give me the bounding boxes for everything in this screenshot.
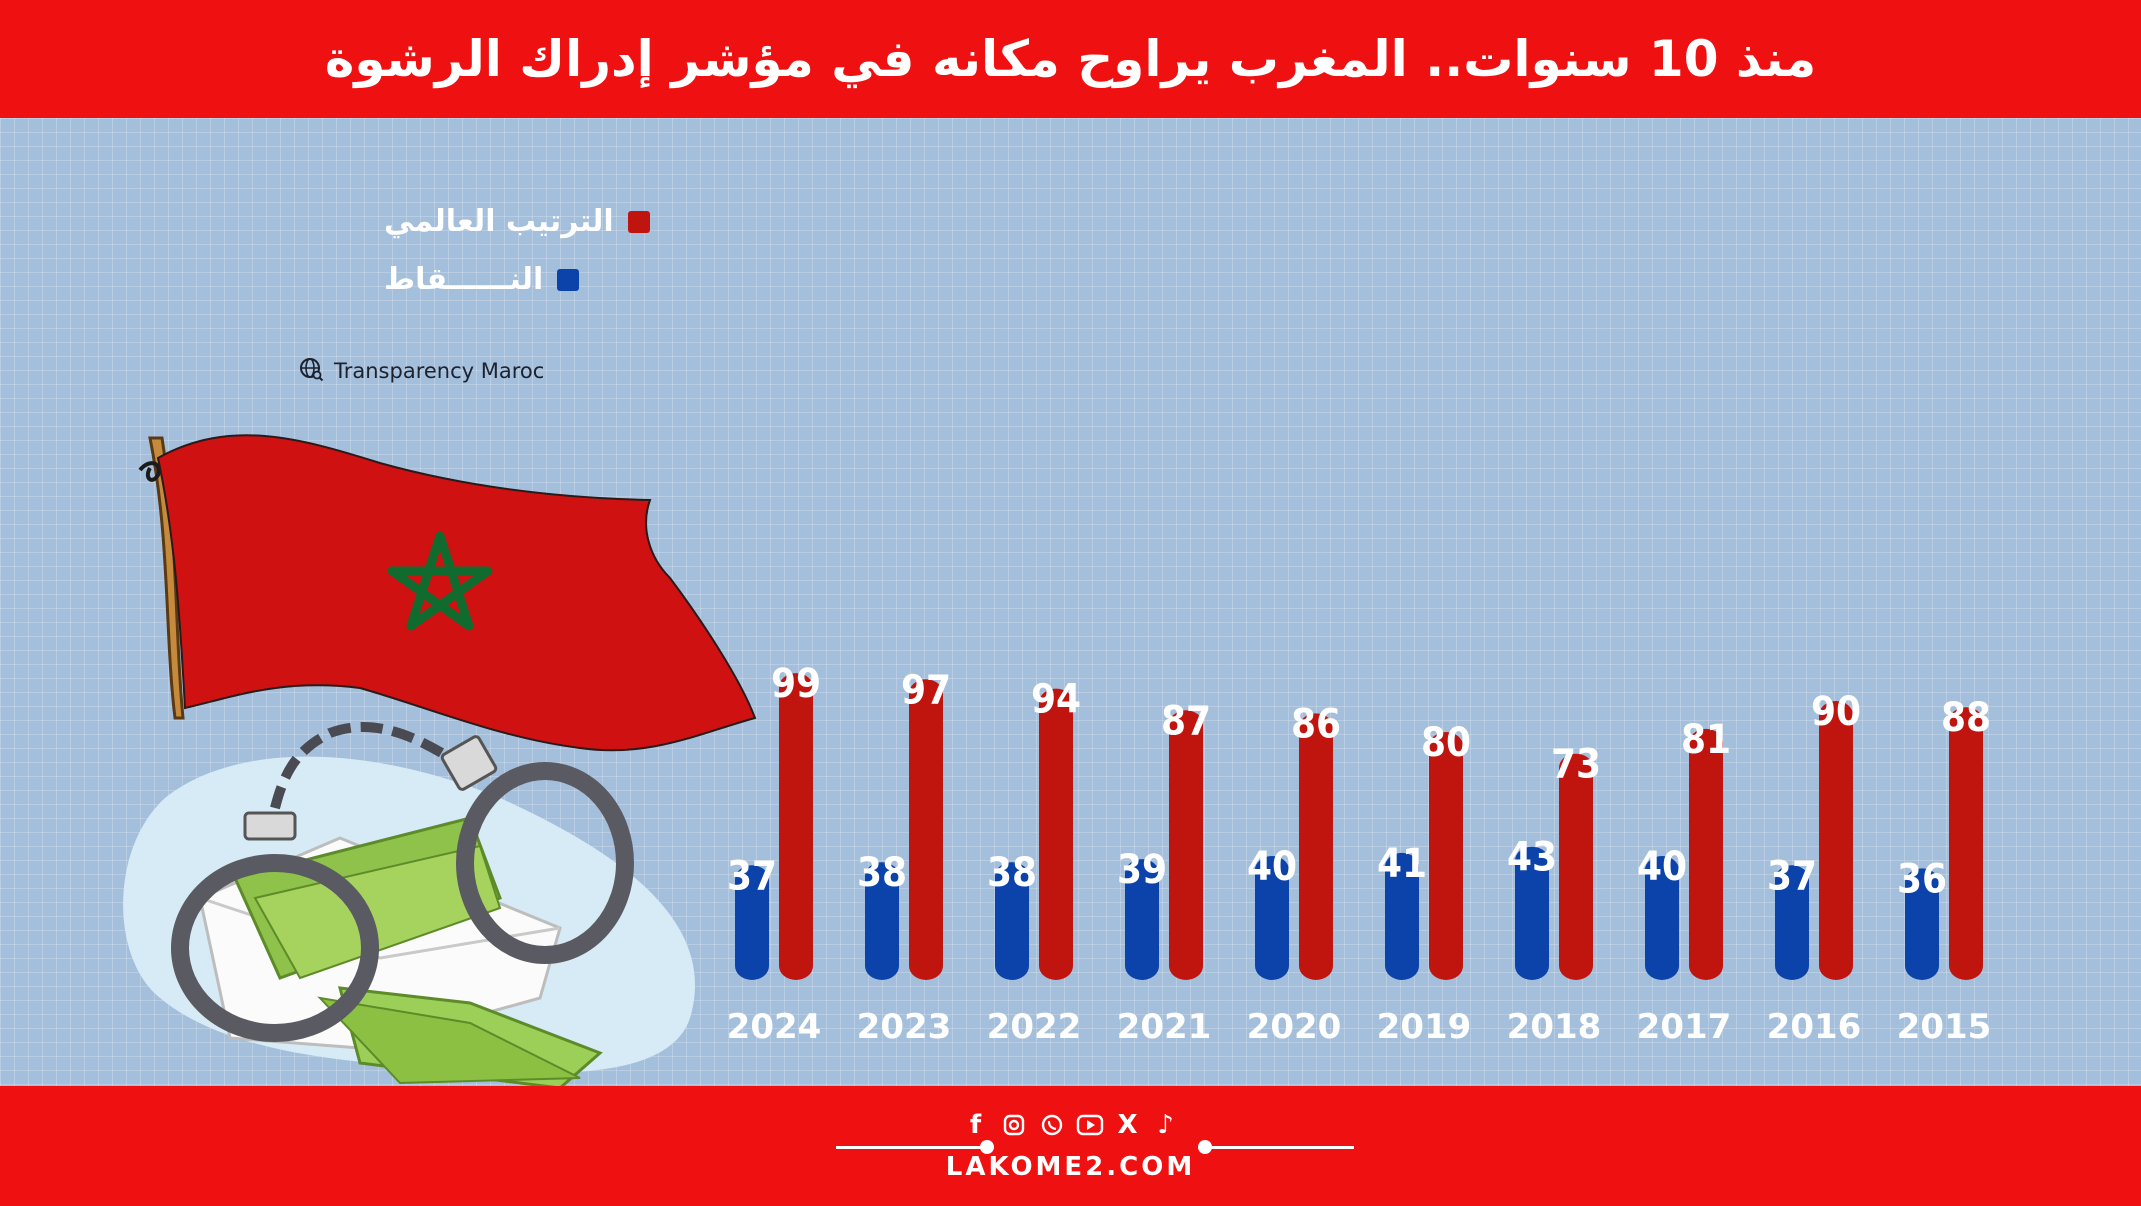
score-bar	[1775, 865, 1809, 980]
envelope-icon	[198, 816, 562, 1050]
score-value-label: 40	[1247, 844, 1297, 890]
year-tick-label: 2018	[1507, 1007, 1602, 1047]
facebook-icon[interactable]: f	[969, 1110, 982, 1140]
score-value-label: 39	[1117, 847, 1167, 893]
year-tick-label: 2021	[1117, 1007, 1212, 1047]
rank-value-label: 80	[1421, 720, 1471, 766]
morocco-flag	[138, 434, 757, 752]
rank-value-label: 90	[1811, 689, 1861, 735]
rank-bar	[1819, 701, 1853, 980]
score-bar	[1255, 856, 1289, 980]
page-title: منذ 10 سنوات.. المغرب يراوح مكانه في مؤش…	[324, 30, 1817, 88]
score-value-label: 37	[727, 853, 777, 899]
score-bar	[1125, 859, 1159, 980]
rank-bar	[779, 673, 813, 980]
score-bar	[995, 862, 1029, 980]
score-value-label: 36	[1897, 856, 1947, 902]
score-value-label: 38	[987, 850, 1037, 896]
rank-bar	[1169, 710, 1203, 980]
score-bar	[1515, 846, 1549, 980]
score-bar	[735, 865, 769, 980]
tiktok-icon[interactable]: ♪	[1157, 1110, 1174, 1140]
rank-value-label: 99	[771, 661, 821, 707]
rank-bar	[1039, 688, 1073, 980]
rank-value-label: 81	[1681, 717, 1731, 763]
pentagram-icon	[387, 531, 493, 631]
score-bar	[1645, 856, 1679, 980]
globe-search-icon	[298, 356, 324, 386]
score-bar	[1385, 852, 1419, 980]
source-credit: Transparency Maroc	[298, 356, 544, 386]
rank-value-label: 97	[901, 667, 951, 713]
footer-divider-left	[836, 1146, 986, 1149]
rank-bar	[1299, 713, 1333, 980]
rank-value-label: 94	[1031, 677, 1081, 723]
rank-value-label: 73	[1551, 742, 1601, 788]
score-value-label: 40	[1637, 844, 1687, 890]
rank-bar	[1689, 728, 1723, 980]
rank-value-label: 86	[1291, 701, 1341, 747]
site-url[interactable]: LAKOME2.COM	[945, 1152, 1196, 1182]
rank-bar	[1559, 753, 1593, 980]
handcuffs-icon	[171, 722, 634, 1042]
footer-bar	[0, 1086, 2141, 1206]
banknotes-icon	[317, 986, 603, 1086]
chart: 37 99 2024 38 97 2023 38 94 2022 39 87 2021 40 86 2020…	[727, 661, 1992, 1047]
footer-dot-right	[1198, 1140, 1212, 1154]
source-text: Transparency Maroc	[334, 359, 545, 383]
score-value-label: 37	[1767, 853, 1817, 899]
money-illustration	[123, 722, 696, 1086]
instagram-icon[interactable]	[999, 1110, 1029, 1140]
rank-value-label: 87	[1161, 698, 1211, 744]
year-tick-label: 2016	[1767, 1007, 1862, 1047]
footer-divider-right	[1204, 1146, 1354, 1149]
year-tick-label: 2024	[727, 1007, 822, 1047]
year-tick-label: 2015	[1897, 1007, 1992, 1047]
score-value-label: 41	[1377, 841, 1427, 887]
year-tick-label: 2019	[1377, 1007, 1472, 1047]
legend-rank: الترتيب العالمي	[384, 204, 650, 239]
score-value-label: 43	[1507, 835, 1557, 881]
score-value-label: 38	[857, 850, 907, 896]
score-bar	[1905, 868, 1939, 980]
year-tick-label: 2022	[987, 1007, 1082, 1047]
legend-score-swatch	[557, 268, 580, 291]
legend-rank-swatch	[627, 210, 650, 233]
youtube-icon[interactable]	[1075, 1110, 1105, 1140]
rank-value-label: 88	[1941, 695, 1991, 741]
illustration	[123, 434, 757, 1086]
rank-bar	[1429, 732, 1463, 980]
rank-bar	[1949, 707, 1983, 980]
legend-score: النــــــقاط	[384, 262, 580, 297]
x-icon[interactable]: X	[1117, 1110, 1138, 1140]
whatsapp-icon[interactable]	[1037, 1110, 1067, 1140]
footer-dot-left	[980, 1140, 994, 1154]
year-tick-label: 2020	[1247, 1007, 1342, 1047]
year-tick-label: 2017	[1637, 1007, 1732, 1047]
header-bar: منذ 10 سنوات.. المغرب يراوح مكانه في مؤش…	[0, 0, 2141, 118]
year-tick-label: 2023	[857, 1007, 952, 1047]
legend-rank-label: الترتيب العالمي	[384, 204, 614, 239]
rank-bar	[909, 679, 943, 980]
social-icons: f X ♪	[0, 1110, 2141, 1140]
legend-score-label: النــــــقاط	[384, 262, 544, 297]
score-bar	[865, 862, 899, 980]
